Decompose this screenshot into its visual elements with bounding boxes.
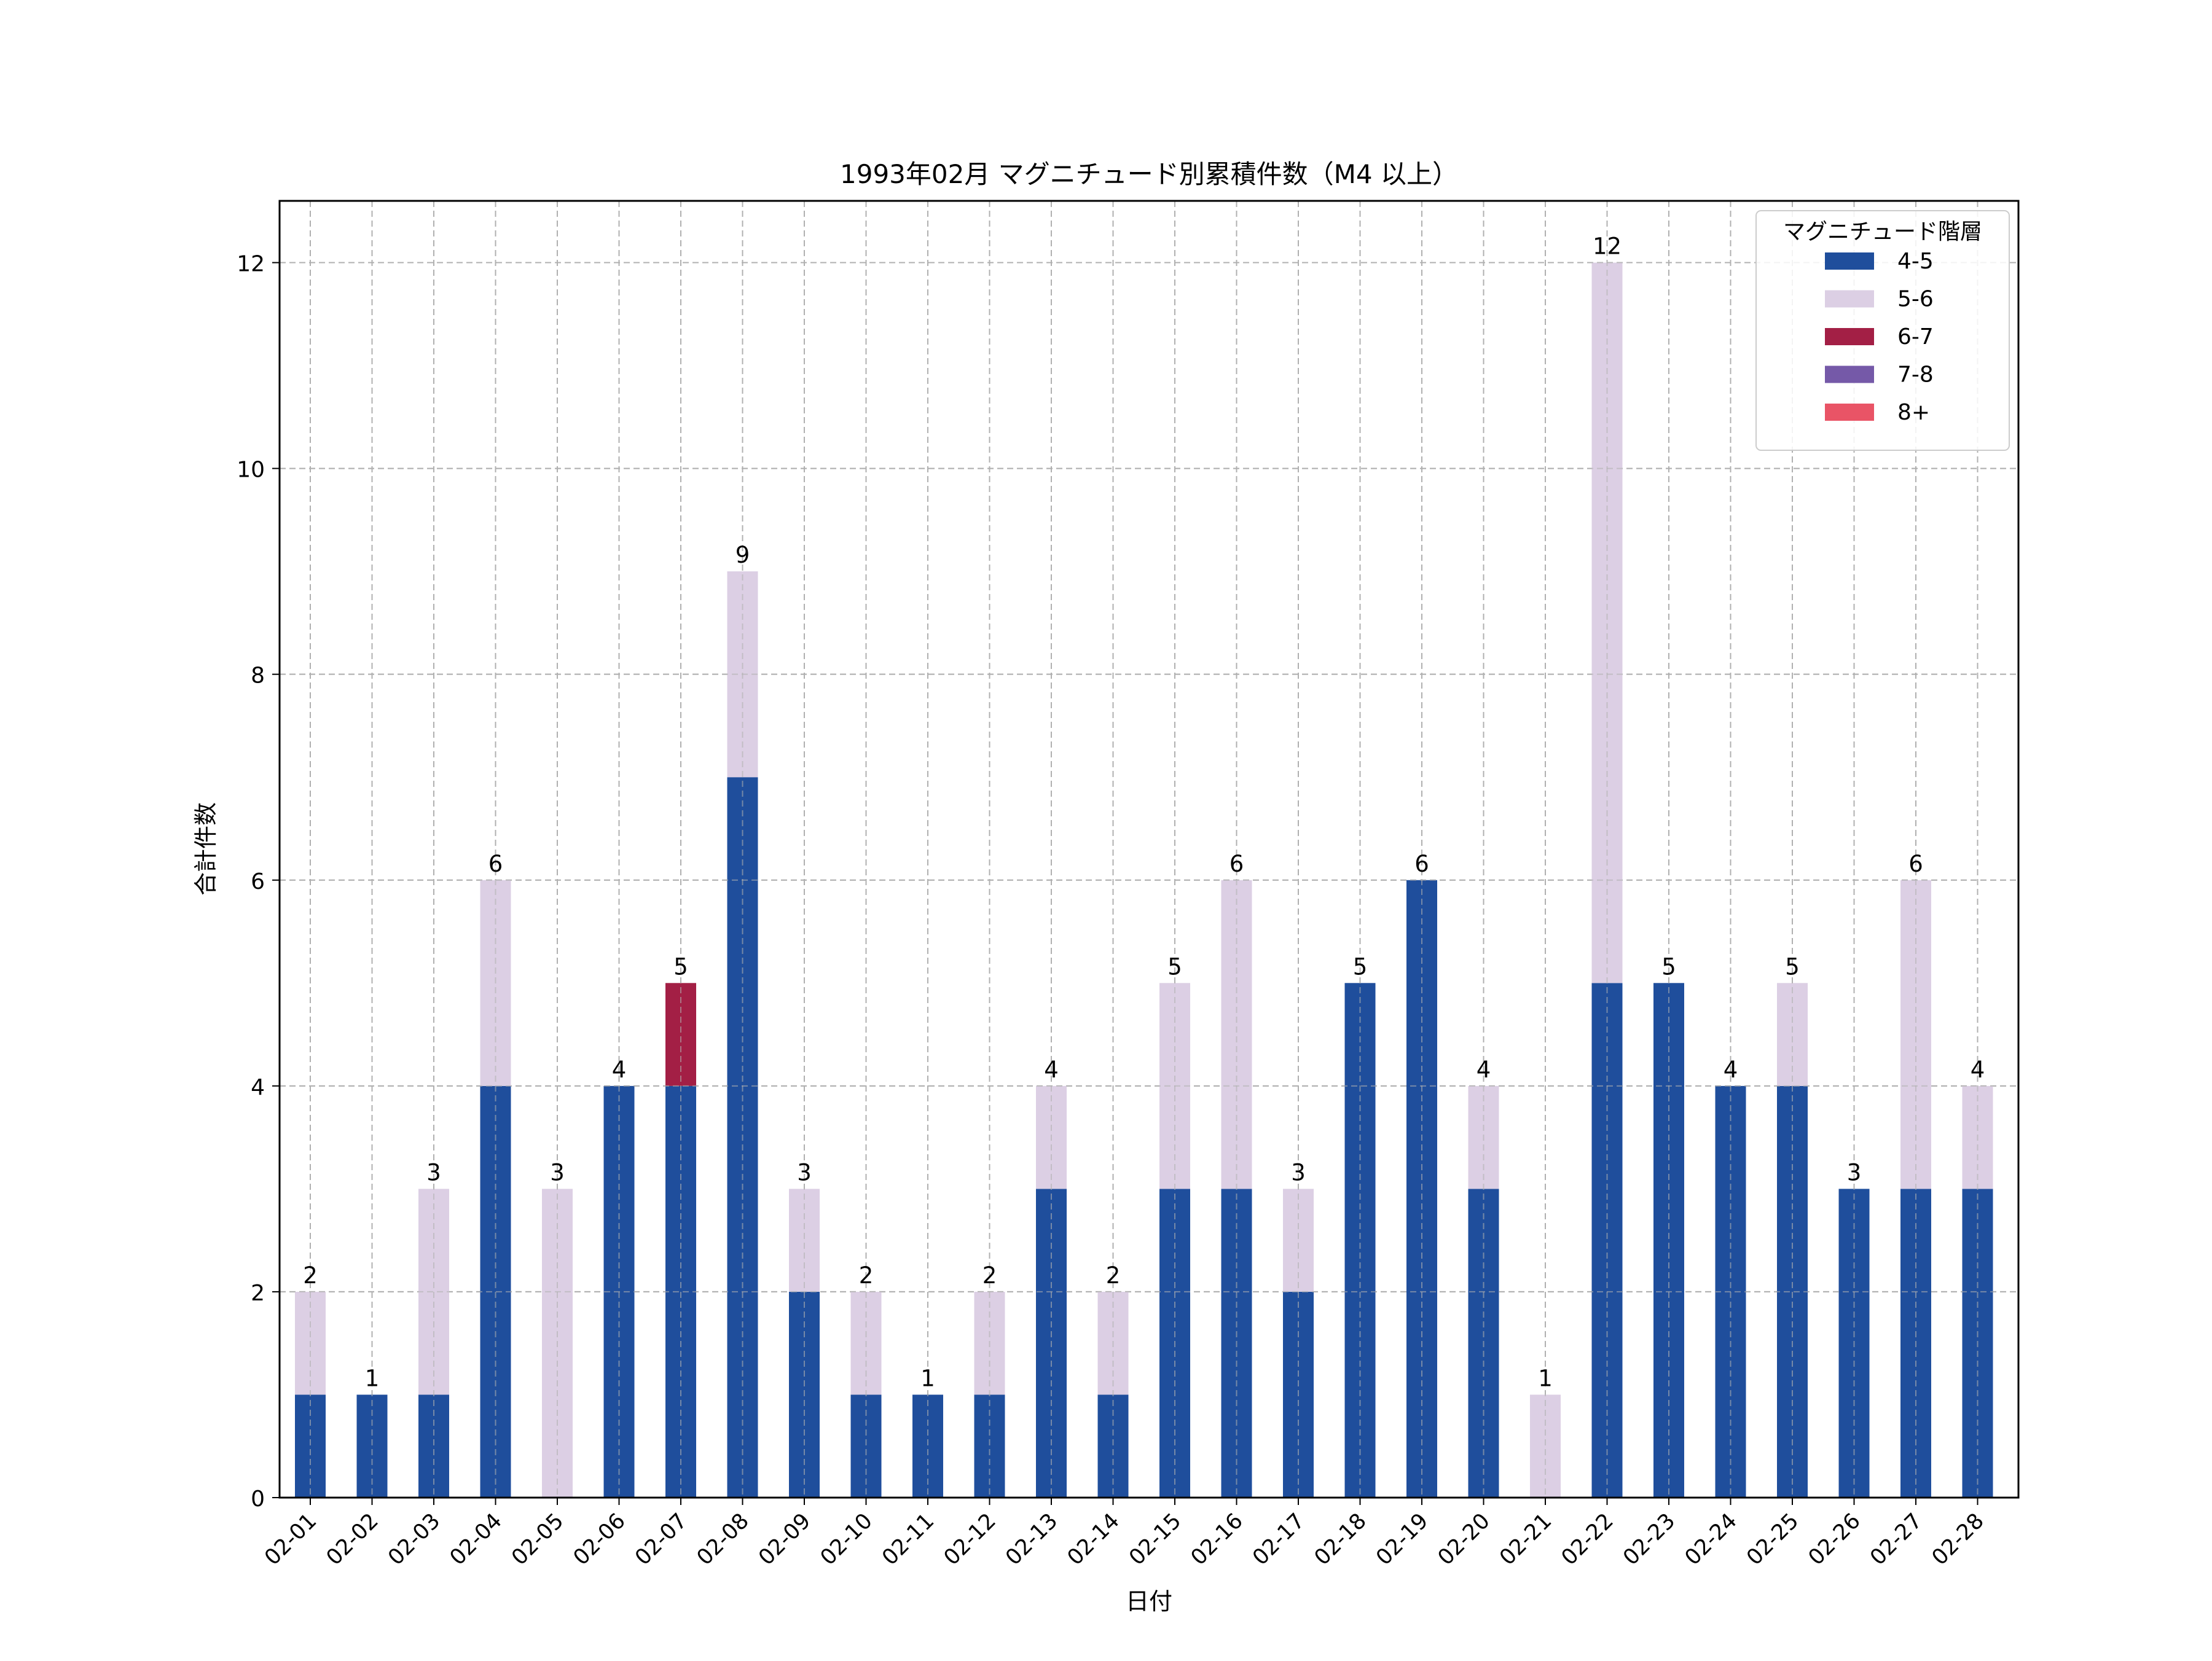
plot-frame (278, 200, 2020, 1499)
bar-total-label: 5 (673, 953, 688, 980)
x-tick-label: 02-19 (1371, 1509, 1433, 1570)
x-tick-label: 02-23 (1618, 1509, 1680, 1570)
bar-total-label: 9 (735, 542, 750, 568)
x-tick-label: 02-18 (1310, 1509, 1371, 1570)
bar-total-label: 4 (1724, 1057, 1738, 1083)
x-tick-label: 02-02 (322, 1509, 383, 1570)
bar-total-label: 3 (550, 1159, 565, 1186)
bar-total-label: 1 (365, 1365, 380, 1391)
x-tick-label: 02-13 (1001, 1509, 1062, 1570)
x-tick-label: 02-28 (1928, 1509, 1989, 1570)
x-tick-label: 02-15 (1124, 1509, 1186, 1570)
x-tick-label: 02-01 (260, 1509, 321, 1570)
legend-swatch-4-5 (1825, 252, 1874, 270)
legend-swatch-5-6 (1825, 290, 1874, 308)
y-tick-label: 2 (251, 1281, 265, 1306)
legend-label: 4-5 (1897, 249, 1934, 274)
bar-total-label: 1 (1538, 1365, 1553, 1391)
bar-total-label: 4 (1971, 1057, 1985, 1083)
bar-total-label: 4 (612, 1057, 627, 1083)
y-tick-label: 10 (237, 458, 265, 483)
x-tick-label: 02-16 (1186, 1509, 1248, 1570)
bar-total-label: 3 (1847, 1159, 1862, 1186)
x-tick-label: 02-03 (383, 1509, 445, 1570)
x-axis: 02-01 02-02 02-03 02-04 02-05 02-06 02-07 02-08… (260, 1498, 1989, 1570)
bar-total-label: 5 (1661, 953, 1676, 980)
x-tick-label: 02-25 (1742, 1509, 1803, 1570)
bar-total-label: 2 (303, 1262, 318, 1289)
bar-total-label: 6 (1908, 851, 1923, 877)
bar-total-label: 4 (1044, 1057, 1059, 1083)
bar-total-label: 6 (1230, 851, 1244, 877)
y-tick-label: 6 (251, 869, 265, 894)
bar-total-label: 4 (1477, 1057, 1491, 1083)
legend-title: マグニチュード階層 (1783, 219, 1982, 244)
legend-label: 5-6 (1897, 287, 1934, 312)
x-axis-label: 日付 (1126, 1588, 1172, 1615)
bar-total-label: 5 (1785, 953, 1800, 980)
legend-label: 8+ (1897, 400, 1930, 425)
bar-total-label: 2 (859, 1262, 874, 1289)
bar-segment-5-6 (1221, 880, 1252, 1189)
x-tick-label: 02-11 (877, 1509, 939, 1570)
legend: マグニチュード階層 4-5 5-6 6-7 7-8 8+ (1755, 210, 2010, 451)
bar-total-label: 6 (488, 851, 503, 877)
x-tick-label: 02-08 (692, 1509, 754, 1570)
x-tick-label: 02-06 (569, 1509, 630, 1570)
bar-total-label: 5 (1353, 953, 1368, 980)
x-tick-label: 02-09 (754, 1509, 815, 1570)
y-tick-label: 12 (237, 252, 265, 277)
x-tick-label: 02-07 (630, 1509, 692, 1570)
bar-total-label: 3 (426, 1159, 441, 1186)
legend-swatch-6-7 (1825, 328, 1874, 345)
x-tick-label: 02-21 (1495, 1509, 1556, 1570)
x-tick-label: 02-27 (1865, 1509, 1927, 1570)
legend-label: 7-8 (1897, 362, 1934, 388)
x-tick-label: 02-05 (507, 1509, 568, 1570)
y-axis: 0 2 4 6 8 10 12 (237, 252, 280, 1512)
bar-total-label: 5 (1167, 953, 1182, 980)
bar-total-label: 3 (797, 1159, 812, 1186)
y-axis-label: 合計件数 (192, 802, 219, 896)
x-tick-label: 02-17 (1248, 1509, 1309, 1570)
legend-swatch-8+ (1825, 404, 1874, 421)
y-tick-label: 0 (251, 1487, 265, 1512)
legend-box (1755, 210, 2010, 451)
bars (280, 201, 2018, 1498)
y-tick-label: 4 (251, 1075, 265, 1100)
bar-segment-5-6 (1900, 880, 1931, 1189)
legend-swatch-7-8 (1825, 365, 1874, 383)
bar-total-label: 2 (1106, 1262, 1121, 1289)
bar-total-label: 12 (1593, 233, 1622, 260)
bar-total-label: 1 (920, 1365, 935, 1391)
x-tick-label: 02-04 (445, 1509, 507, 1570)
bar-total-label: 2 (982, 1262, 997, 1289)
x-tick-label: 02-10 (816, 1509, 877, 1570)
chart-title: 1993年02月 マグニチュード別累積件数（M4 以上） (840, 159, 1458, 189)
legend-label: 6-7 (1897, 324, 1934, 350)
x-tick-label: 02-26 (1804, 1509, 1865, 1570)
x-tick-label: 02-20 (1433, 1509, 1495, 1570)
x-tick-label: 02-12 (939, 1509, 1001, 1570)
x-tick-label: 02-22 (1557, 1509, 1618, 1570)
bar-total-label: 6 (1414, 851, 1429, 877)
y-tick-label: 8 (251, 663, 265, 689)
x-tick-label: 02-14 (1063, 1509, 1124, 1570)
bar-total-label: 3 (1291, 1159, 1306, 1186)
x-tick-label: 02-24 (1681, 1509, 1742, 1570)
